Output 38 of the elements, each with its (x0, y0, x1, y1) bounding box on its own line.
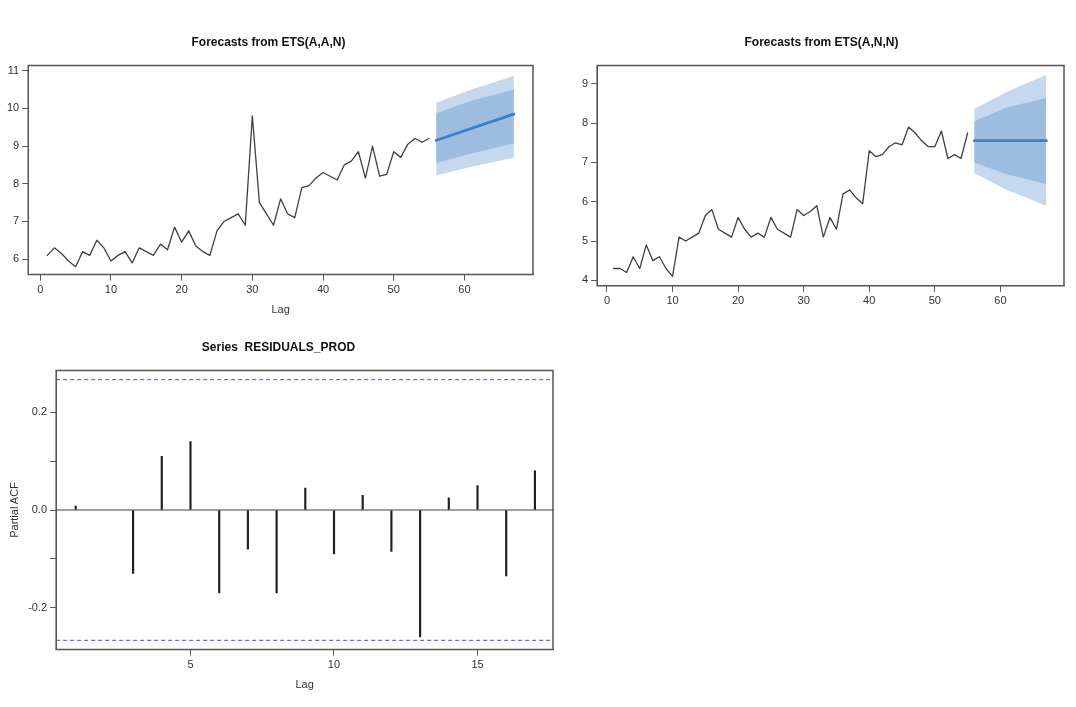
y-tick-label: 4 (581, 273, 589, 286)
x-tick-label: 10 (666, 294, 679, 307)
y-tick-label: 9 (581, 76, 589, 89)
chart-title: Series RESIDUALS_PROD (201, 339, 356, 354)
y-tick-label: 0.2 (31, 405, 48, 418)
x-tick-label: 50 (928, 294, 941, 307)
x-tick-label: 10 (327, 658, 341, 671)
x-tick-label: 30 (797, 294, 810, 307)
x-axis-title: Lag (295, 678, 314, 691)
y-tick-label: -0.2 (28, 600, 48, 613)
x-tick-label: 5 (187, 658, 194, 671)
x-tick-label: 10 (104, 283, 118, 296)
y-axis-title: Partial ACF (7, 481, 20, 538)
y-tick-label: 8 (13, 176, 20, 189)
chart-title: Forecasts from ETS(A,N,N) (744, 34, 899, 49)
x-tick-label: 15 (471, 658, 484, 671)
x-tick-label: 40 (863, 294, 876, 307)
x-tick-label: 60 (994, 294, 1007, 307)
y-tick-label: 8 (581, 116, 589, 129)
y-tick-label: 10 (6, 101, 20, 114)
y-tick-label: 7 (581, 155, 589, 168)
x-tick-label: 40 (316, 283, 330, 296)
y-tick-label: 0.0 (31, 503, 48, 516)
y-tick-label: 6 (13, 252, 20, 265)
y-tick-label: 7 (13, 214, 20, 227)
x-tick-label: 60 (458, 283, 471, 296)
x-tick-label: 20 (731, 294, 745, 307)
x-tick-label: 30 (246, 283, 259, 296)
x-axis-title: Lag (271, 303, 290, 316)
x-tick-label: 50 (387, 283, 400, 296)
x-tick-label: 0 (37, 283, 44, 296)
y-tick-label: 11 (7, 63, 20, 76)
chart-title: Forecasts from ETS(A,A,N) (191, 34, 346, 49)
x-tick-label: 0 (603, 294, 611, 307)
y-tick-label: 5 (581, 234, 589, 247)
x-tick-label: 20 (175, 283, 188, 296)
y-tick-label: 6 (581, 194, 589, 207)
y-tick-label: 9 (13, 139, 20, 152)
